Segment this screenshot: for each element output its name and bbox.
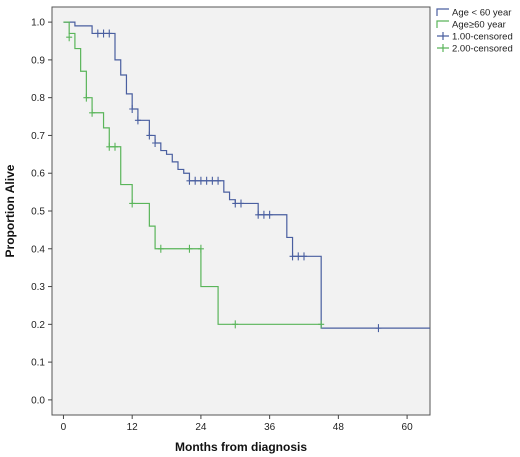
x-tick-label: 60 — [402, 422, 414, 433]
series-layer — [63, 21, 430, 333]
censored-mark — [186, 244, 193, 253]
legend-label-4: 2.00-censored — [452, 44, 513, 55]
x-tick-label: 24 — [195, 422, 207, 433]
y-tick-label: 0.9 — [31, 55, 45, 66]
censored-mark — [146, 131, 153, 140]
censored-mark — [129, 105, 136, 113]
legend-label-1: Age < 60 year — [452, 8, 511, 19]
x-tick-label: 48 — [333, 422, 345, 433]
censored-mark — [318, 320, 325, 329]
legend-swatch-1 — [436, 8, 449, 16]
censored-mark — [134, 116, 141, 125]
y-tick-label: 0.3 — [31, 282, 45, 293]
censored-mark — [152, 139, 159, 147]
censored-mark — [89, 108, 96, 117]
censored-mark — [112, 142, 118, 151]
censored-mark — [209, 176, 216, 185]
x-tick-label: 0 — [61, 422, 67, 433]
censored-mark — [289, 252, 296, 261]
censored-mark — [197, 244, 204, 253]
y-tick-label: 0.1 — [31, 358, 45, 369]
censored-mark — [106, 142, 113, 151]
y-tick-label: 0.8 — [31, 93, 45, 104]
censored-mark — [94, 29, 101, 38]
legend-swatch-4 — [437, 44, 449, 52]
censored-mark — [100, 29, 107, 38]
censored-mark — [129, 199, 136, 208]
censored-mark — [186, 176, 193, 185]
plot-background — [51, 6, 431, 416]
series-group-1 — [63, 21, 430, 333]
series-group-2 — [63, 21, 325, 329]
censored-mark — [66, 33, 73, 42]
censored-mark — [266, 210, 273, 219]
legend-label-3: 1.00-censored — [452, 32, 513, 43]
y-tick-label: 0.4 — [31, 244, 45, 255]
y-tick-label: 0.6 — [31, 169, 45, 180]
legend-swatch-3 — [437, 32, 449, 40]
censored-mark — [260, 210, 267, 219]
censored-mark — [232, 199, 239, 208]
x-tick-label: 36 — [264, 422, 276, 433]
censored-mark — [203, 176, 210, 185]
y-tick-label: 0.0 — [31, 395, 45, 406]
y-tick-label: 0.5 — [31, 207, 45, 218]
censored-mark — [301, 252, 307, 261]
y-tick-label: 0.7 — [31, 131, 45, 142]
censored-mark — [238, 199, 244, 208]
censored-mark — [375, 324, 382, 333]
y-tick-label: 0.2 — [31, 320, 45, 331]
legend-label-2: Age≥60 year — [452, 20, 506, 31]
x-tick-label: 12 — [127, 422, 139, 433]
censored-mark — [295, 252, 302, 261]
censored-mark — [192, 176, 199, 185]
axes: 0 12 24 36 48 60 0.0 0.1 0.2 0.3 0.4 0.5 0.6 0.7 0.8 0.… — [31, 18, 413, 433]
censored-mark — [106, 29, 113, 38]
censored-mark — [215, 176, 222, 185]
censored-mark — [232, 320, 239, 329]
censored-mark — [255, 210, 262, 219]
censored-mark — [197, 176, 204, 185]
y-axis-title: Proportion Alive — [3, 164, 17, 257]
y-tick-label: 1.0 — [31, 18, 45, 29]
legend-swatch-2 — [436, 20, 449, 28]
censored-mark — [83, 93, 90, 102]
x-axis-title: Months from diagnosis — [175, 440, 307, 454]
censored-mark — [157, 244, 164, 253]
